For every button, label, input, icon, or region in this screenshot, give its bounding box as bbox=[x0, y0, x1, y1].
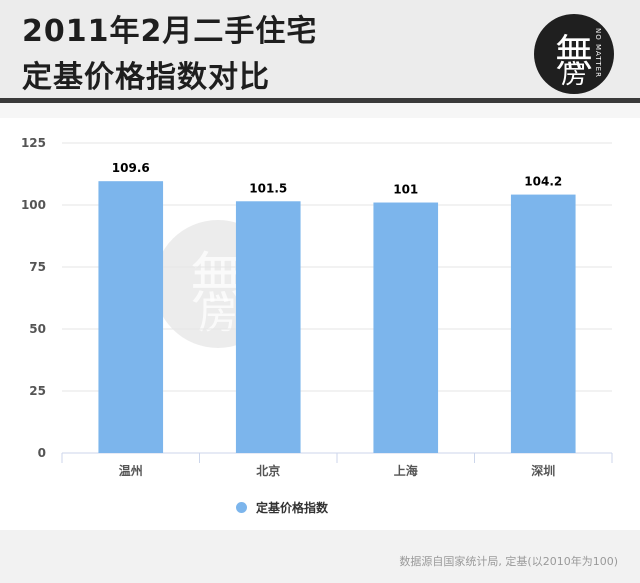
brand-logo: 無 房 NO MATTER bbox=[534, 14, 614, 94]
x-tick-label: 温州 bbox=[119, 464, 143, 478]
logo-glyph-top: 無 bbox=[554, 31, 593, 75]
data-label: 101 bbox=[393, 183, 418, 197]
bar bbox=[373, 202, 439, 453]
y-tick-label: 100 bbox=[21, 198, 46, 212]
y-tick-label: 25 bbox=[29, 384, 46, 398]
x-tick-label: 北京 bbox=[256, 463, 280, 478]
page-title-line-2: 定基价格指数对比 bbox=[22, 60, 270, 95]
bar bbox=[510, 194, 576, 454]
logo-glyph-bottom: 房 bbox=[560, 60, 587, 90]
data-label: 109.6 bbox=[112, 161, 150, 175]
y-tick-label: 75 bbox=[29, 260, 46, 274]
legend-swatch bbox=[236, 501, 247, 513]
y-tick-label: 50 bbox=[29, 322, 46, 336]
page-title-line-1: 2011年2月二手住宅 bbox=[22, 14, 318, 49]
chart-legend[interactable]: 定基价格指数 bbox=[236, 499, 328, 515]
bar bbox=[235, 201, 301, 453]
legend-label: 定基价格指数 bbox=[256, 500, 329, 515]
y-tick-label: 125 bbox=[21, 136, 46, 150]
y-tick-label: 0 bbox=[38, 446, 46, 460]
bar bbox=[98, 181, 164, 453]
header: 2011年2月二手住宅 定基价格指数对比 無 房 NO MATTER bbox=[0, 0, 640, 103]
data-label: 101.5 bbox=[249, 181, 287, 195]
x-tick-label: 上海 bbox=[394, 463, 418, 478]
watermark-glyph-bottom: 房 bbox=[198, 292, 238, 338]
x-tick-label: 深圳 bbox=[531, 463, 555, 478]
source-note: 数据源自国家统计局, 定基(以2010年为100) bbox=[399, 555, 618, 568]
logo-small-text: NO MATTER bbox=[594, 28, 602, 78]
data-label: 104.2 bbox=[524, 175, 562, 189]
source-band bbox=[0, 530, 640, 583]
header-divider bbox=[0, 98, 640, 103]
